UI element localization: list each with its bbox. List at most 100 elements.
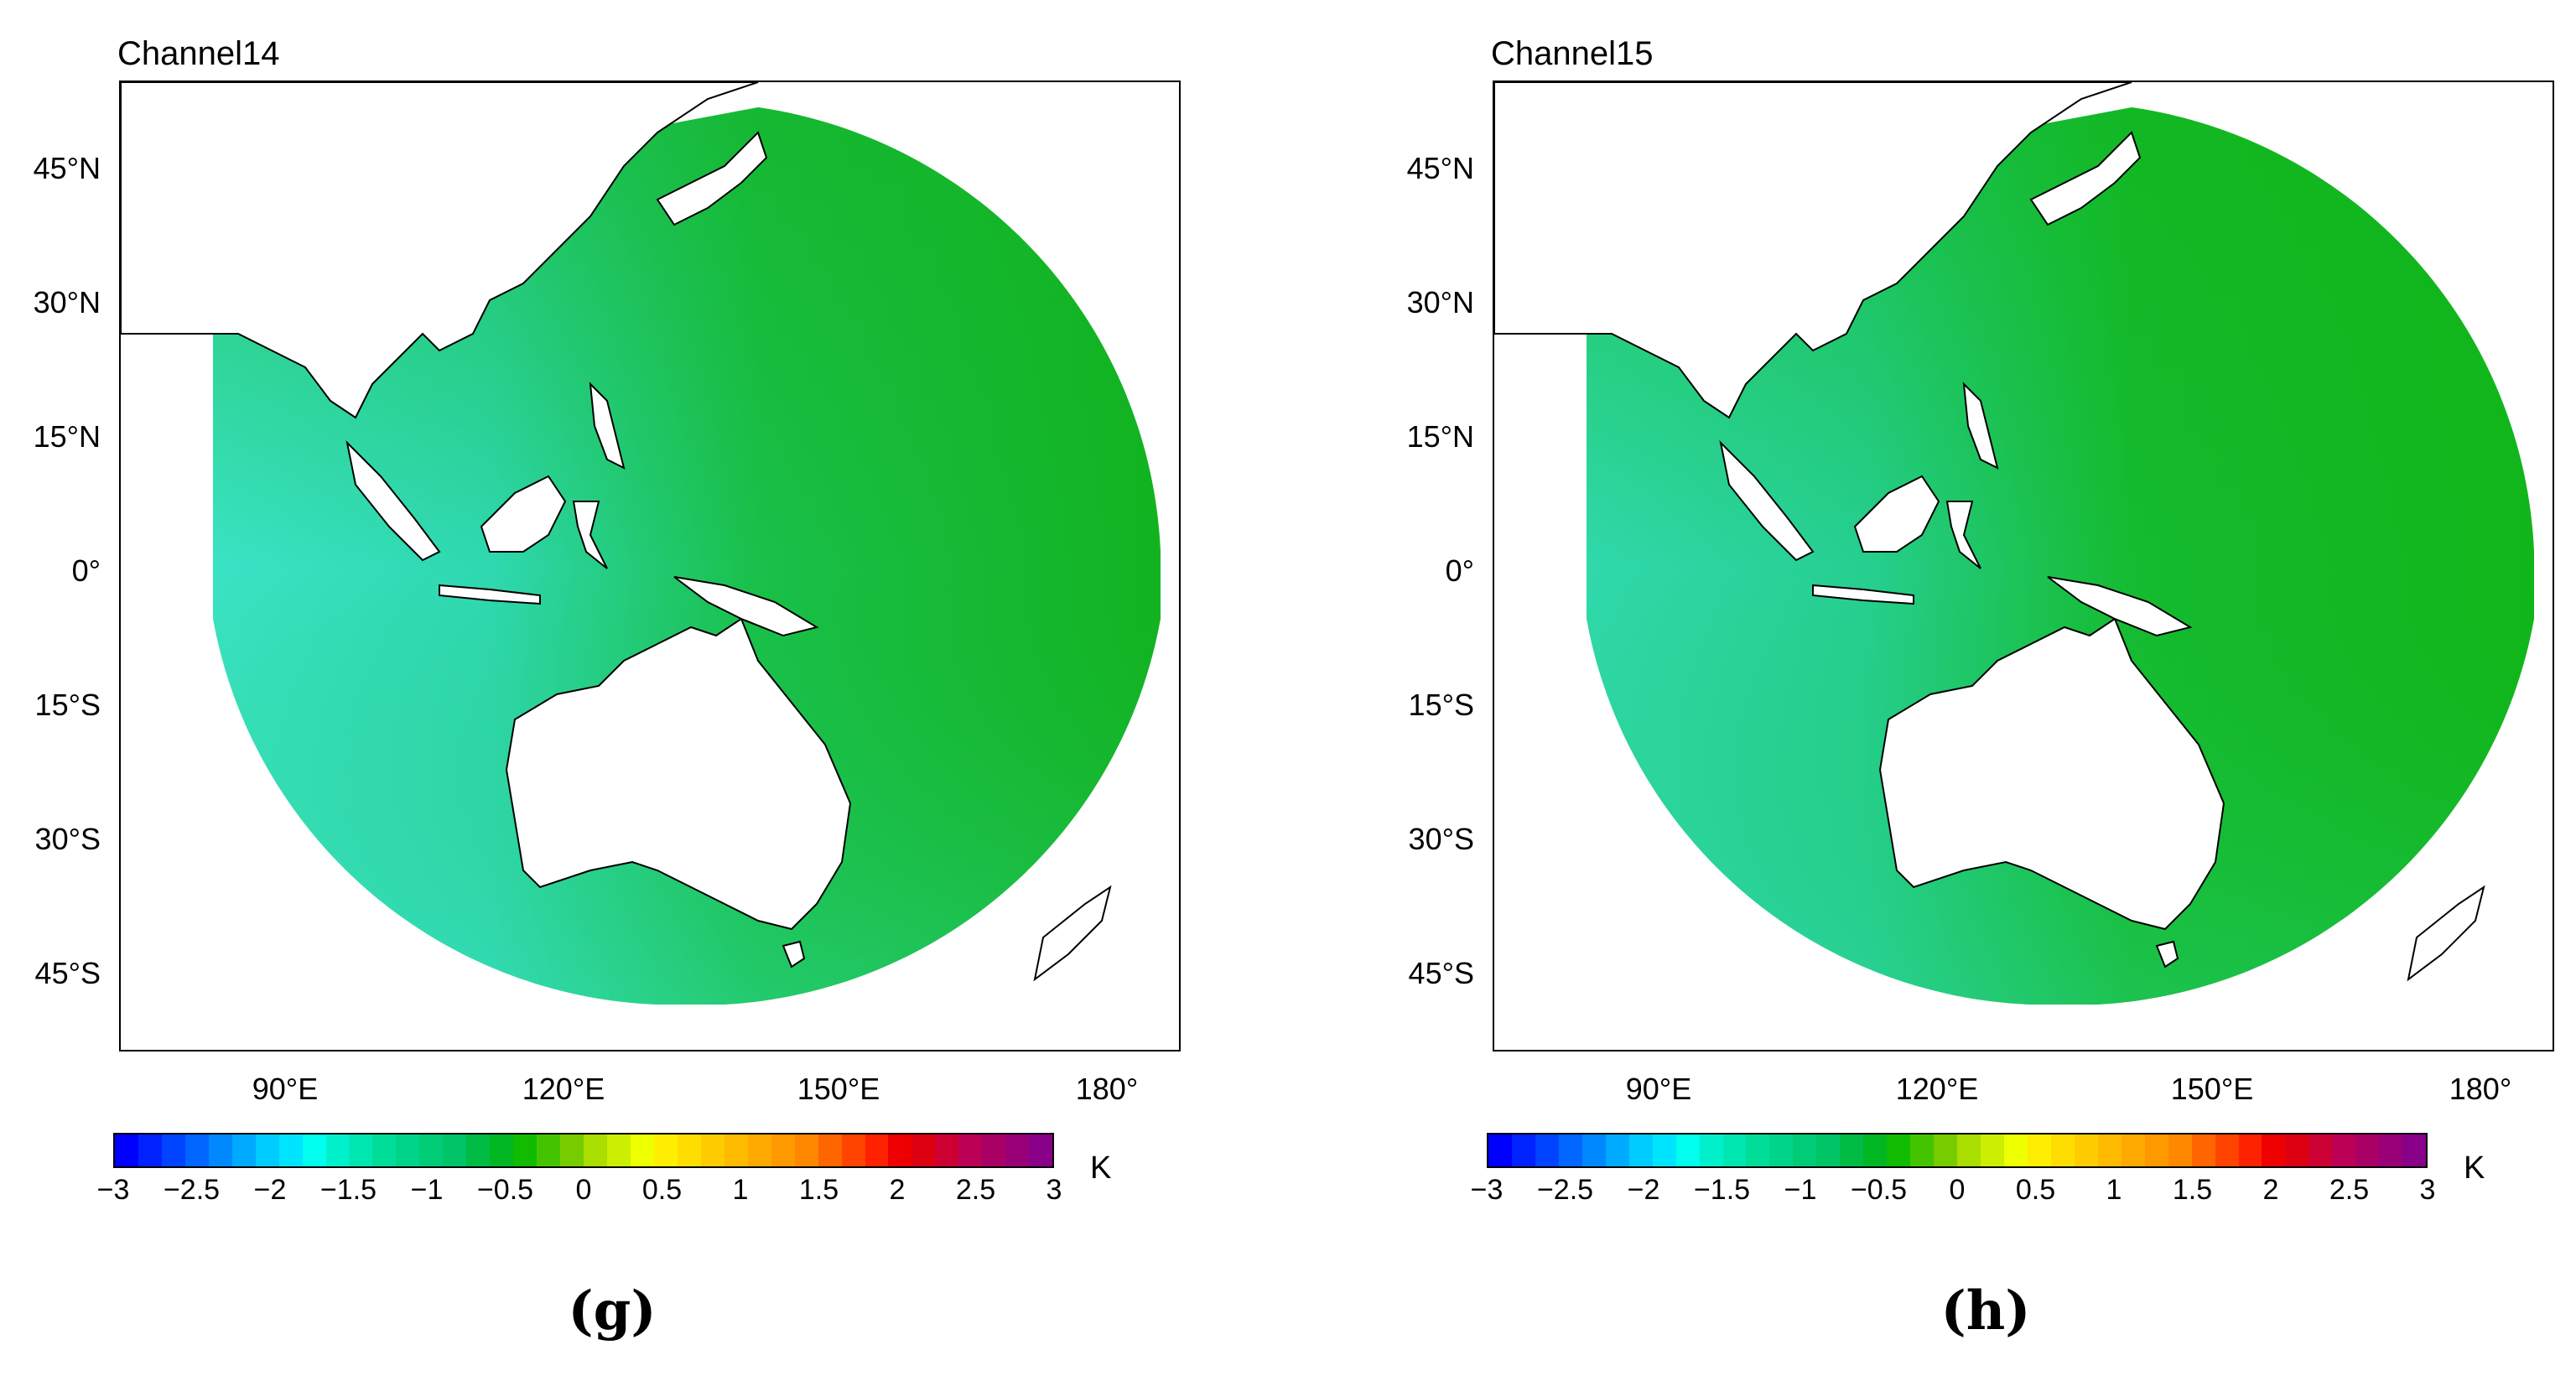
lon-label-120e: 120°E bbox=[522, 1072, 605, 1106]
colorbar-tick-label: 0 bbox=[1949, 1174, 1966, 1206]
lat-label-45n: 45°N bbox=[1406, 151, 1474, 185]
java-landmass bbox=[1812, 584, 1914, 605]
colorbar-swatch bbox=[607, 1135, 631, 1166]
australia-landmass bbox=[1878, 617, 2225, 931]
colorbar-tick-label: −2.5 bbox=[1536, 1174, 1594, 1206]
colorbar-swatch bbox=[490, 1135, 514, 1166]
colorbar-swatch bbox=[537, 1135, 561, 1166]
colorbar-tick-label: 2.5 bbox=[2329, 1174, 2370, 1206]
japan-landmass bbox=[656, 131, 768, 226]
colorbar-tick-label: −2 bbox=[1627, 1174, 1660, 1206]
lat-label-30n: 30°N bbox=[1406, 285, 1474, 319]
lat-label-45s: 45°S bbox=[1408, 956, 1474, 990]
australia-landmass bbox=[505, 617, 852, 931]
colorbar-swatch bbox=[700, 1135, 724, 1166]
colorbar-swatch bbox=[349, 1135, 373, 1166]
new-guinea-landmass bbox=[673, 576, 819, 637]
colorbar-tick-label: −2 bbox=[253, 1174, 287, 1206]
tasmania-landmass bbox=[2155, 940, 2179, 968]
lon-label-180: 180° bbox=[2449, 1072, 2512, 1106]
lon-label-120e: 120°E bbox=[1895, 1072, 1979, 1106]
new-zealand-landmass bbox=[1033, 885, 1112, 982]
colorbar-swatch bbox=[2050, 1135, 2075, 1166]
colorbar-swatch bbox=[2003, 1135, 2028, 1166]
colorbar-swatch bbox=[208, 1135, 232, 1166]
colorbar-swatch bbox=[794, 1135, 818, 1166]
colorbar-swatch bbox=[1981, 1135, 2004, 1166]
colorbar-swatch bbox=[560, 1135, 584, 1166]
asia-mainland bbox=[1494, 82, 2132, 419]
colorbar-swatch bbox=[2168, 1135, 2192, 1166]
colorbar-swatch bbox=[1581, 1135, 1606, 1166]
lat-label-30n: 30°N bbox=[33, 285, 101, 319]
lat-label-45s: 45°S bbox=[34, 956, 101, 990]
new-guinea-landmass bbox=[2047, 576, 2193, 637]
colorbar-swatch bbox=[1769, 1135, 1794, 1166]
colorbar-swatch bbox=[2402, 1135, 2427, 1166]
lon-label-90e: 90°E bbox=[1625, 1072, 1692, 1106]
lat-label-45n: 45°N bbox=[33, 151, 101, 185]
colorbar-swatch bbox=[1910, 1135, 1935, 1166]
colorbar-swatch bbox=[1605, 1135, 1629, 1166]
sumatra-landmass bbox=[1719, 439, 1815, 562]
asia-mainland bbox=[121, 82, 759, 419]
colorbar-swatch bbox=[255, 1135, 279, 1166]
colorbar-tick-label: 0 bbox=[575, 1174, 592, 1206]
colorbar-swatch bbox=[747, 1135, 771, 1166]
colorbar-swatch bbox=[1005, 1135, 1030, 1166]
colorbar-unit: K bbox=[2464, 1150, 2485, 1186]
lat-label-0: 0° bbox=[1445, 553, 1474, 588]
colorbar-swatch bbox=[1558, 1135, 1582, 1166]
colorbar-swatch bbox=[2238, 1135, 2262, 1166]
colorbar-swatch bbox=[2355, 1135, 2380, 1166]
colorbar-swatch bbox=[2027, 1135, 2051, 1166]
map-frame bbox=[119, 80, 1181, 1051]
colorbar-swatch bbox=[138, 1135, 162, 1166]
colorbar-tick-label: 2.5 bbox=[955, 1174, 996, 1206]
colorbar-swatch bbox=[2191, 1135, 2215, 1166]
map-svg bbox=[121, 82, 1161, 1005]
colorbar-swatch bbox=[1746, 1135, 1770, 1166]
lon-label-90e: 90°E bbox=[252, 1072, 319, 1106]
tasmania-landmass bbox=[782, 940, 806, 968]
colorbar-tick-label: −3 bbox=[1470, 1174, 1504, 1206]
colorbar-tick-label: −1.5 bbox=[319, 1174, 377, 1206]
panel-title: Channel14 bbox=[117, 35, 280, 72]
colorbar-tick-label: −1.5 bbox=[1693, 1174, 1751, 1206]
panel-title: Channel15 bbox=[1491, 35, 1654, 72]
colorbar-swatch bbox=[161, 1135, 185, 1166]
colorbar-tick-label: −1 bbox=[1784, 1174, 1817, 1206]
map-frame bbox=[1493, 80, 2554, 1051]
colorbar-tick-label: 0.5 bbox=[641, 1174, 683, 1206]
colorbar-tick-label: −0.5 bbox=[1850, 1174, 1908, 1206]
colorbar-swatch bbox=[935, 1135, 959, 1166]
colorbar bbox=[113, 1133, 1054, 1168]
colorbar-swatch bbox=[1887, 1135, 1911, 1166]
lat-label-30s: 30°S bbox=[1408, 822, 1474, 856]
colorbar-swatch bbox=[1535, 1135, 1559, 1166]
sulawesi-landmass bbox=[572, 501, 608, 569]
sumatra-landmass bbox=[345, 439, 441, 562]
colorbar-swatch bbox=[584, 1135, 608, 1166]
lon-label-180: 180° bbox=[1075, 1072, 1139, 1106]
borneo-landmass bbox=[1853, 475, 1940, 553]
colorbar-swatch bbox=[325, 1135, 350, 1166]
colorbar-swatch bbox=[771, 1135, 795, 1166]
colorbar-tick-label: 1 bbox=[732, 1174, 749, 1206]
colorbar-tick-label: 0.5 bbox=[2015, 1174, 2056, 1206]
colorbar-swatch bbox=[2309, 1135, 2333, 1166]
colorbar-swatch bbox=[278, 1135, 303, 1166]
colorbar-swatch bbox=[466, 1135, 491, 1166]
colorbar-swatch bbox=[1675, 1135, 1700, 1166]
colorbar-swatch bbox=[1628, 1135, 1653, 1166]
lon-label-150e: 150°E bbox=[2170, 1072, 2254, 1106]
colorbar-swatch bbox=[2215, 1135, 2239, 1166]
lat-label-15s: 15°S bbox=[1408, 688, 1474, 722]
lat-label-0: 0° bbox=[71, 553, 101, 588]
colorbar-swatch bbox=[653, 1135, 678, 1166]
colorbar-swatch bbox=[888, 1135, 912, 1166]
colorbar-swatch bbox=[1840, 1135, 1864, 1166]
colorbar-swatch bbox=[513, 1135, 538, 1166]
lat-label-15s: 15°S bbox=[34, 688, 101, 722]
colorbar-swatch bbox=[1934, 1135, 1958, 1166]
